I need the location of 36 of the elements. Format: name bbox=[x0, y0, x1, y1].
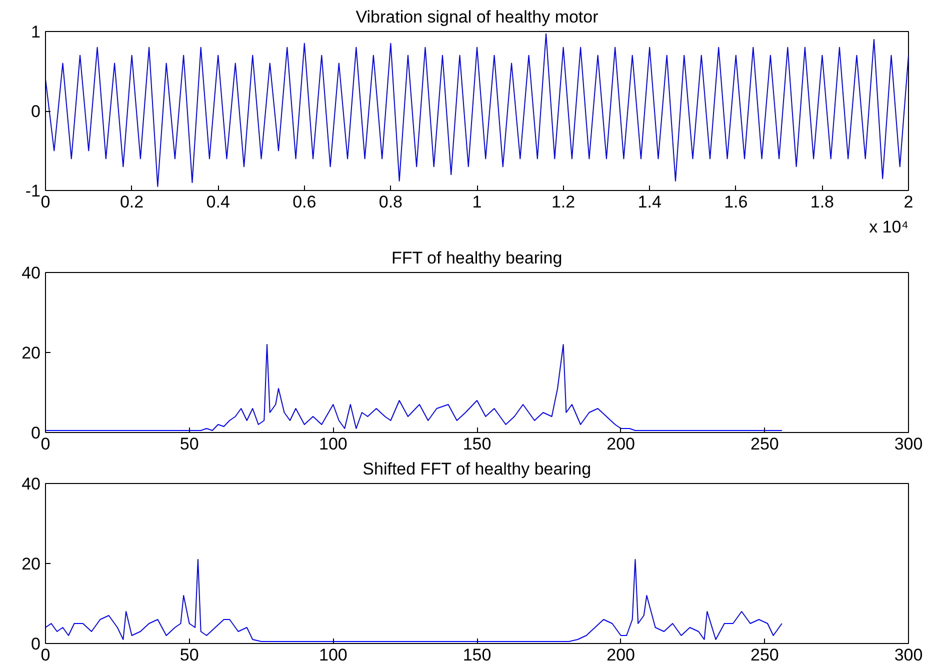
x-tick-label: 150 bbox=[462, 646, 492, 664]
x-tick-label: 1.8 bbox=[810, 192, 834, 212]
x-tick-label: 200 bbox=[606, 646, 636, 664]
x-tick-label: 2 bbox=[904, 192, 914, 212]
chart-title: Shifted FFT of healthy bearing bbox=[362, 460, 592, 478]
line-series bbox=[46, 344, 782, 431]
text: x 10⁴ bbox=[869, 218, 908, 236]
x-tick-label: 0.2 bbox=[120, 192, 144, 212]
x-tick-label: 1.6 bbox=[724, 192, 748, 212]
x-tick-label: 200 bbox=[606, 434, 636, 454]
x-tick-label: 0.4 bbox=[206, 192, 230, 212]
x-tick-label: 50 bbox=[180, 434, 199, 454]
x-tick-label: 300 bbox=[894, 646, 923, 664]
x-tick-label: 1 bbox=[472, 192, 482, 212]
y-tick-label: 20 bbox=[22, 344, 41, 362]
y-tick-label: 0 bbox=[31, 102, 41, 121]
x-tick-label: 100 bbox=[318, 434, 348, 454]
y-tick-label: 40 bbox=[22, 264, 41, 282]
x-tick-label: 100 bbox=[318, 646, 348, 664]
x-tick-label: 250 bbox=[750, 434, 779, 454]
line-series bbox=[46, 559, 782, 642]
y-tick-label: -1 bbox=[25, 182, 41, 200]
x-tick-label: 0.6 bbox=[292, 192, 316, 212]
y-tick-label: 1 bbox=[31, 22, 41, 42]
y-tick-label: 20 bbox=[22, 554, 41, 574]
x-tick-label: 1.4 bbox=[638, 192, 662, 212]
chart-title: Vibration signal of healthy motor bbox=[356, 8, 599, 26]
x-tick-label: 50 bbox=[180, 646, 199, 664]
chart-title: FFT of healthy bearing bbox=[391, 248, 562, 268]
x-tick-label: 0.8 bbox=[378, 192, 403, 212]
y-tick-label: 40 bbox=[22, 474, 41, 494]
x-tick-label: 250 bbox=[750, 646, 779, 664]
x-tick-label: 300 bbox=[894, 434, 923, 454]
x-tick-label: 150 bbox=[462, 434, 492, 454]
x-tick-label: 1.2 bbox=[551, 192, 576, 212]
line-series bbox=[46, 33, 908, 188]
